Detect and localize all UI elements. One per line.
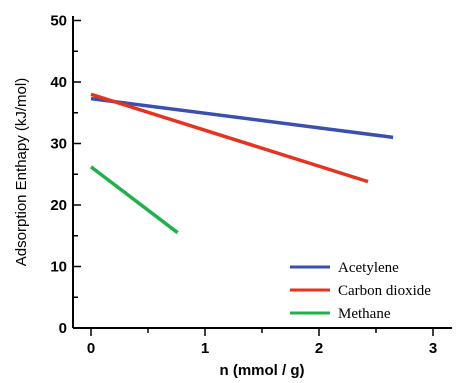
y-tick-label: 50 — [50, 13, 67, 30]
series-line-carbon-dioxide — [90, 92, 369, 184]
y-axis-title: Adsorption Enthapy (kJ/mol) — [13, 78, 30, 266]
x-ticks: 0 1 2 3 — [87, 328, 437, 357]
legend: Acetylene Carbon dioxide Methane — [290, 260, 431, 322]
legend-label-methane: Methane — [338, 306, 391, 322]
x-tick-label: 2 — [315, 340, 323, 357]
series-lines — [89, 92, 394, 235]
y-tick-label: 30 — [50, 136, 67, 153]
legend-label-carbon-dioxide: Carbon dioxide — [338, 283, 431, 299]
legend-label-acetylene: Acetylene — [338, 260, 399, 276]
x-axis-title: n (mmol / g) — [220, 362, 305, 379]
series-line-acetylene — [90, 96, 394, 140]
y-ticks: 0 10 20 30 40 50 — [50, 13, 81, 337]
y-tick-label: 20 — [50, 197, 67, 214]
y-tick-label: 0 — [59, 320, 67, 337]
y-tick-label: 10 — [50, 259, 67, 276]
series-line-methane — [89, 165, 179, 235]
y-tick-label: 40 — [50, 74, 67, 91]
x-tick-label: 3 — [429, 340, 437, 357]
x-tick-label: 1 — [201, 340, 209, 357]
x-tick-label: 0 — [87, 340, 95, 357]
